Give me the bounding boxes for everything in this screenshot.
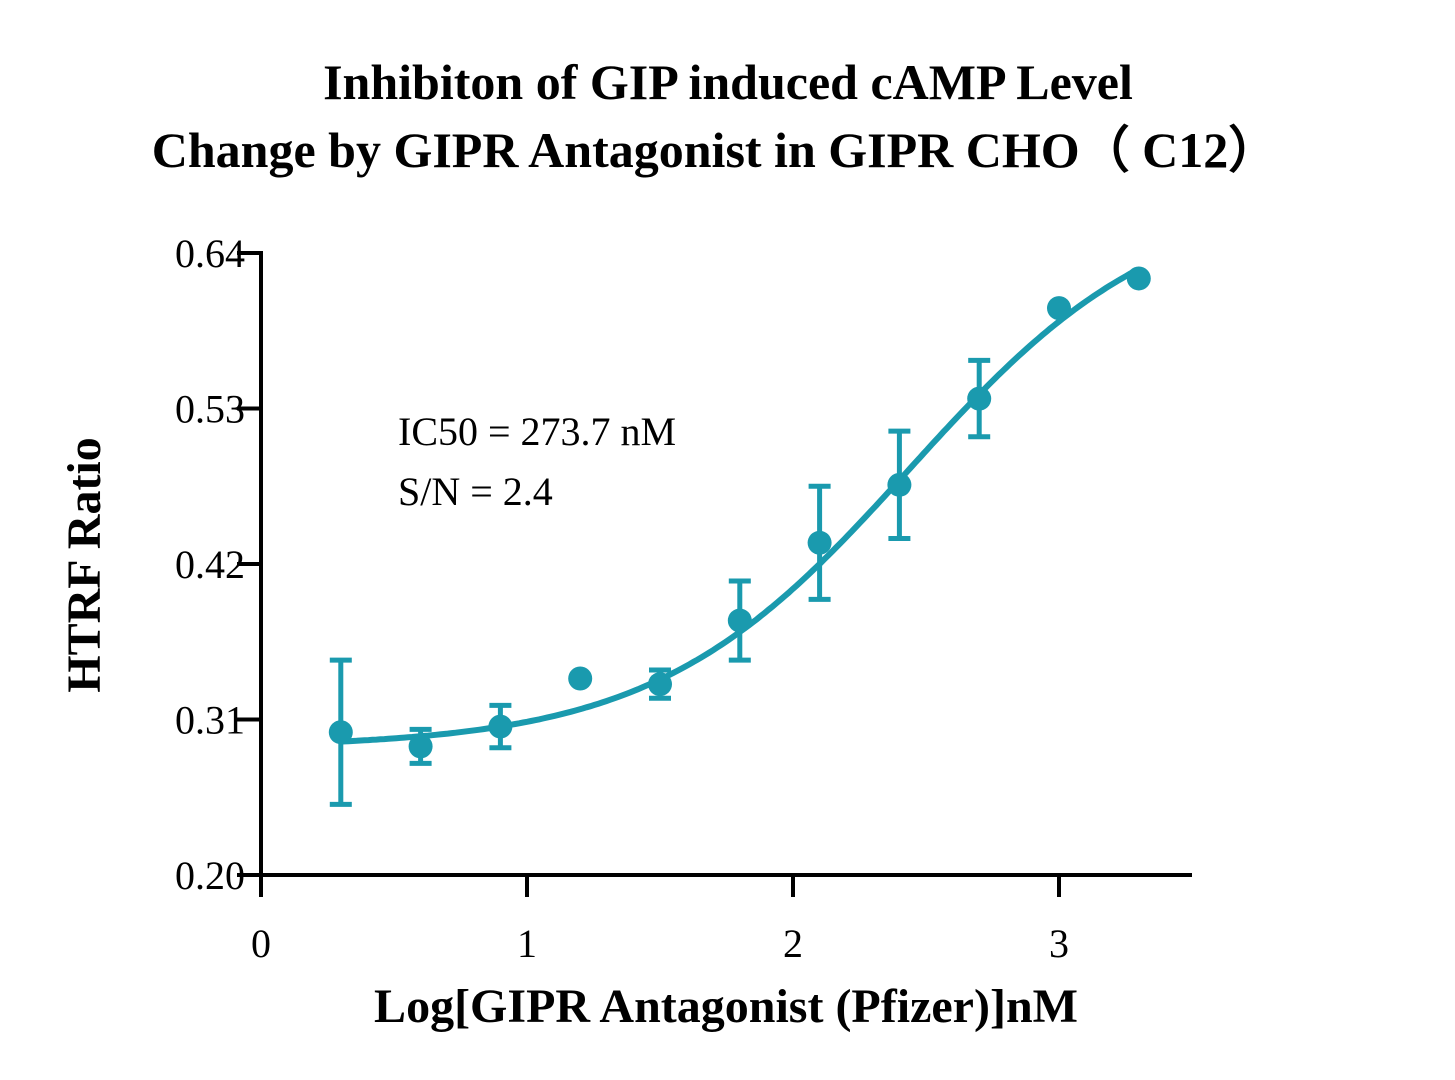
x-tick-label: 0 <box>251 921 271 966</box>
data-point <box>1047 296 1071 321</box>
x-tick-label: 1 <box>517 921 537 966</box>
y-tick-label: 0.64 <box>175 231 245 276</box>
y-tick-label: 0.31 <box>175 698 245 743</box>
x-axis-label: Log[GIPR Antagonist (Pfizer)]nM <box>374 980 1078 1033</box>
chart-title-line-1: Inhibiton of GIP induced cAMP Level <box>323 54 1133 110</box>
y-axis-label: HTRF Ratio <box>58 437 111 693</box>
fit-curve <box>340 269 1135 745</box>
x-tick-label: 2 <box>783 921 803 966</box>
data-point <box>887 472 912 497</box>
data-point <box>328 720 353 745</box>
chart-title-line-2: Change by GIPR Antagonist in GIPR CHO（ C… <box>152 122 1279 178</box>
data-point <box>488 714 513 739</box>
y-tick-label: 0.20 <box>175 853 245 898</box>
data-point <box>408 734 433 759</box>
data-point <box>568 666 593 691</box>
data-point <box>1126 266 1151 291</box>
y-tick-label: 0.42 <box>175 542 245 587</box>
x-tick-label: 3 <box>1049 921 1069 966</box>
data-point <box>727 608 752 633</box>
sn-annotation: S/N = 2.4 <box>398 469 553 514</box>
y-tick-label: 0.53 <box>175 387 245 432</box>
data-point <box>807 530 832 555</box>
data-point <box>967 386 992 411</box>
data-point <box>648 672 672 697</box>
ic50-annotation: IC50 = 273.7 nM <box>398 409 676 454</box>
